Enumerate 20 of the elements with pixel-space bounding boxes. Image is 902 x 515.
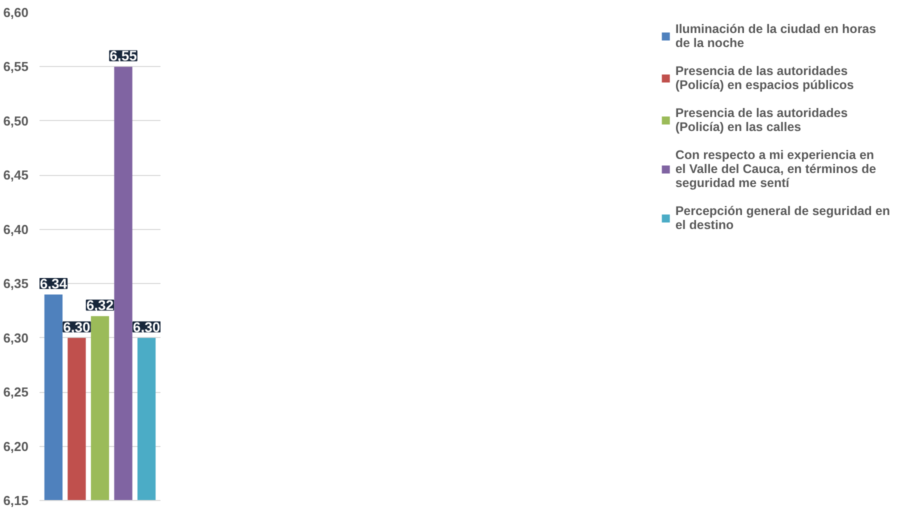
y-tick-label: 6,30	[3, 330, 29, 346]
y-tick-label: 6,55	[3, 59, 29, 74]
y-tick-label: 6,35	[3, 276, 29, 292]
y-tick-label: 6,50	[3, 113, 29, 128]
legend-label: Iluminación de la ciudad en horas de la noche	[675, 22, 876, 50]
data-label: 6,30	[132, 318, 160, 335]
legend-label: Percepción general de seguridad en el destino	[675, 204, 890, 232]
y-tick-label: 6,40	[3, 222, 29, 237]
y-tick-label: 6,25	[3, 384, 29, 400]
data-label: 6,32	[86, 297, 114, 314]
legend-label: Presencia de las autoridades (Policía) en las calles	[675, 106, 848, 134]
y-tick-label: 6,15	[3, 493, 29, 508]
data-label: 6,55	[110, 48, 138, 64]
y-tick-label: 6,20	[3, 438, 29, 454]
legend-label: Presencia de las autoridades (Policía) en espacios públicos	[675, 64, 854, 92]
y-tick-label: 6,60	[3, 5, 29, 20]
legend-label: Con respecto a mi experiencia en el Valle del Cauca, en términos de seguridad me sentí	[675, 148, 876, 190]
data-label: 6,30	[63, 318, 91, 335]
y-tick-label: 6,45	[3, 168, 29, 183]
data-label: 6,34	[40, 275, 68, 292]
